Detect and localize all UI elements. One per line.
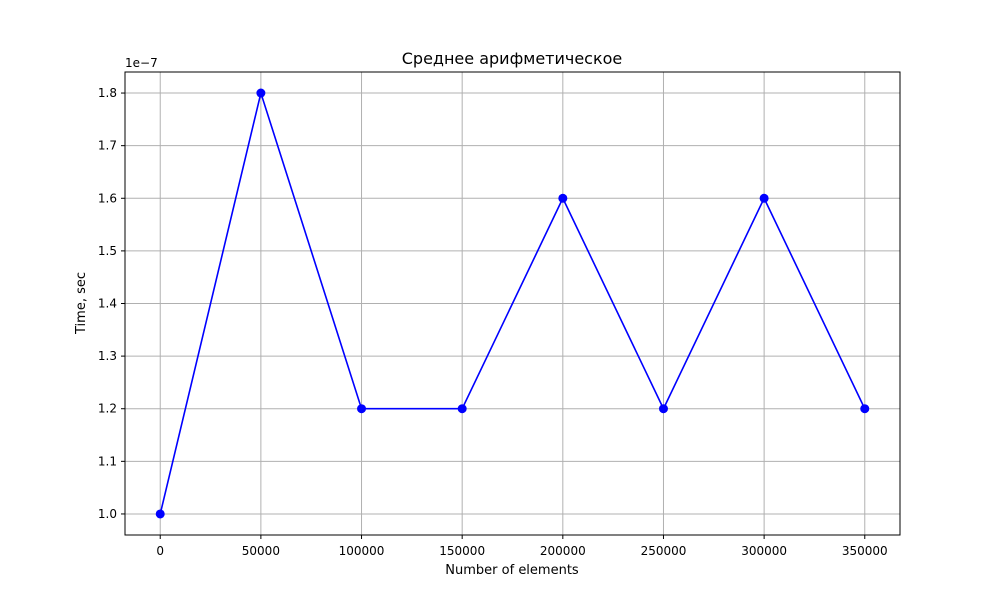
- series-line: [159, 90, 866, 515]
- data-point: [860, 404, 870, 414]
- data-point: [658, 404, 668, 414]
- data-point: [558, 193, 568, 203]
- x-tick-label: 350000: [842, 544, 888, 558]
- x-tick-label: 250000: [641, 544, 687, 558]
- y-offset-label: 1e−7: [125, 56, 158, 70]
- y-tick-label: 1.4: [98, 297, 117, 311]
- series: [155, 88, 870, 519]
- y-tick-label: 1.3: [98, 349, 117, 363]
- ticks: 0 50000 100000 150000 200000 250000 300000 3500…: [98, 86, 888, 558]
- chart-title: Среднее арифметическое: [402, 49, 623, 68]
- y-tick-label: 1.8: [98, 86, 117, 100]
- x-axis-label: Number of elements: [445, 563, 579, 578]
- x-tick-label: 50000: [242, 544, 280, 558]
- x-tick-label: 100000: [339, 544, 385, 558]
- y-tick-label: 1.6: [98, 191, 117, 205]
- plot-frame: [124, 71, 901, 536]
- data-point: [759, 193, 769, 203]
- y-tick-label: 1.5: [98, 244, 117, 258]
- x-tick-label: 0: [156, 544, 164, 558]
- y-tick-label: 1.2: [98, 402, 117, 416]
- data-point: [155, 509, 165, 519]
- data-point: [457, 404, 467, 414]
- y-tick-label: 1.0: [98, 507, 117, 521]
- data-point: [357, 404, 367, 414]
- y-tick-label: 1.1: [98, 454, 117, 468]
- y-axis-label: Time, sec: [74, 272, 89, 335]
- x-tick-label: 150000: [439, 544, 485, 558]
- x-tick-label: 200000: [540, 544, 586, 558]
- data-point: [256, 88, 266, 98]
- y-tick-label: 1.7: [98, 139, 117, 153]
- x-tick-label: 300000: [741, 544, 787, 558]
